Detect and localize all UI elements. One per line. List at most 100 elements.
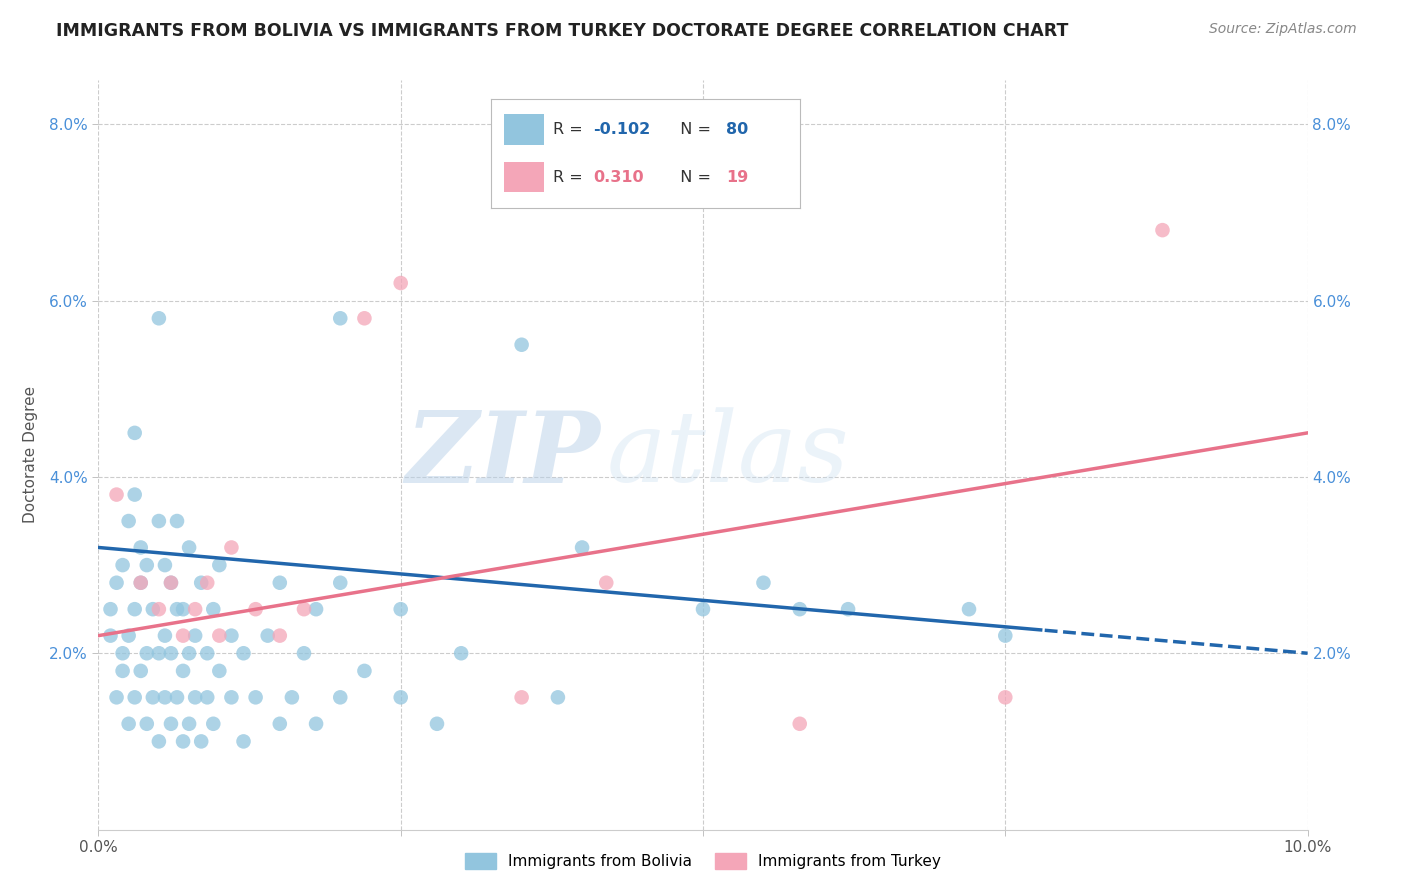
Point [148,311,170,326]
Point [752,575,775,590]
Point [232,734,254,748]
Text: IMMIGRANTS FROM BOLIVIA VS IMMIGRANTS FROM TURKEY DOCTORATE DEGREE CORRELATION C: IMMIGRANTS FROM BOLIVIA VS IMMIGRANTS FR… [56,22,1069,40]
Point [129,575,152,590]
Point [179,646,201,660]
Point [142,602,165,616]
Point [292,646,315,660]
Point [129,664,152,678]
Point [100,602,122,616]
Point [124,425,146,440]
Text: Source: ZipAtlas.com: Source: ZipAtlas.com [1209,22,1357,37]
Point [129,575,152,590]
Point [353,311,375,326]
Point [202,716,225,731]
Point [269,716,291,731]
Y-axis label: Doctorate Degree: Doctorate Degree [22,386,38,524]
Point [571,541,593,555]
Point [837,602,859,616]
Point [100,629,122,643]
Point [135,646,157,660]
Text: ZIP: ZIP [405,407,600,503]
Point [160,716,183,731]
Point [135,716,157,731]
Point [148,734,170,748]
Point [105,575,128,590]
Point [166,602,188,616]
Text: atlas: atlas [606,408,849,502]
Point [135,558,157,573]
Point [129,541,152,555]
Point [595,575,617,590]
Point [105,487,128,501]
Point [389,276,412,290]
Point [1152,223,1174,237]
Point [450,646,472,660]
Point [692,602,714,616]
Point [160,575,183,590]
Point [111,558,134,573]
Point [148,514,170,528]
Point [269,575,291,590]
Point [118,514,141,528]
Point [426,716,449,731]
Point [111,664,134,678]
Point [124,602,146,616]
Point [195,690,218,705]
Point [160,575,183,590]
Point [994,690,1017,705]
Point [789,716,811,731]
Point [232,646,254,660]
Point [195,575,218,590]
Point [190,575,212,590]
Point [510,337,533,351]
Point [245,602,267,616]
Point [105,690,128,705]
Point [292,602,315,616]
Point [245,690,267,705]
Point [124,690,146,705]
Point [111,646,134,660]
Point [153,690,176,705]
Point [166,690,188,705]
Point [305,602,328,616]
Point [281,690,304,705]
Point [353,664,375,678]
Point [329,690,352,705]
Point [124,487,146,501]
Point [148,646,170,660]
Point [179,716,201,731]
Point [153,629,176,643]
Point [179,541,201,555]
Point [202,602,225,616]
Point [221,690,243,705]
Point [994,629,1017,643]
Point [172,664,194,678]
Point [389,602,412,616]
Point [142,690,165,705]
Point [957,602,980,616]
Point [208,558,231,573]
Point [389,690,412,705]
Point [221,541,243,555]
Point [172,602,194,616]
Point [166,514,188,528]
Point [118,716,141,731]
Point [221,629,243,643]
Point [305,716,328,731]
Point [184,602,207,616]
Point [789,602,811,616]
Point [172,629,194,643]
Point [329,575,352,590]
Point [190,734,212,748]
Point [208,629,231,643]
Point [184,690,207,705]
Point [547,690,569,705]
Point [195,646,218,660]
Point [118,629,141,643]
Point [208,664,231,678]
Legend: Immigrants from Bolivia, Immigrants from Turkey: Immigrants from Bolivia, Immigrants from… [460,847,946,875]
Point [172,734,194,748]
Point [153,558,176,573]
Point [510,690,533,705]
Point [148,602,170,616]
